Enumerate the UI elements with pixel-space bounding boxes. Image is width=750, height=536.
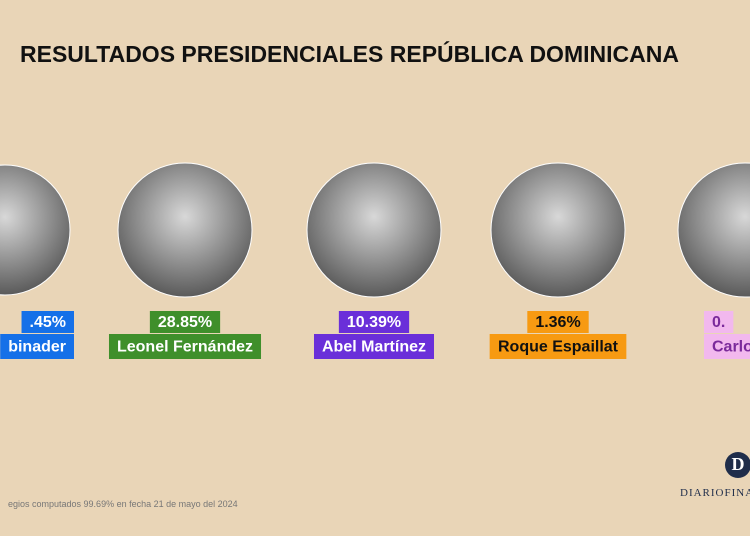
name-box <box>489 334 627 359</box>
logo-text: DIARIOFINA <box>680 487 750 499</box>
percent-label: 0. <box>712 314 725 331</box>
percent-label: .45% <box>30 314 66 331</box>
name-box <box>108 334 262 359</box>
name-box <box>0 334 74 359</box>
percent-box <box>527 311 589 333</box>
title: RESULTADOS PRESIDENCIALES REPÚBLICA DOMI… <box>20 40 679 67</box>
percent-label: 28.85% <box>158 314 212 331</box>
percent-box <box>149 311 221 333</box>
logo-mark: D <box>732 454 745 474</box>
name-label: binader <box>8 339 66 356</box>
candidate-photo <box>306 162 442 298</box>
name-label: Leonel Fernández <box>117 339 253 356</box>
name-box <box>704 334 750 359</box>
candidate-photo <box>0 164 71 296</box>
percent-label: 1.36% <box>535 314 580 331</box>
candidate-photo <box>117 162 253 298</box>
name-label: Abel Martínez <box>322 339 426 356</box>
percent-label: 10.39% <box>347 314 401 331</box>
percent-box <box>21 311 74 333</box>
name-label: Carlo <box>712 339 750 356</box>
percent-box <box>338 311 410 333</box>
name-label: Roque Espaillat <box>498 339 619 356</box>
footnote: egios computados 99.69% en fecha 21 de m… <box>8 499 238 509</box>
candidate-photo <box>677 162 750 298</box>
percent-box <box>704 311 734 333</box>
logo-badge <box>725 452 750 478</box>
name-box <box>313 334 435 359</box>
candidate-photo <box>490 162 626 298</box>
